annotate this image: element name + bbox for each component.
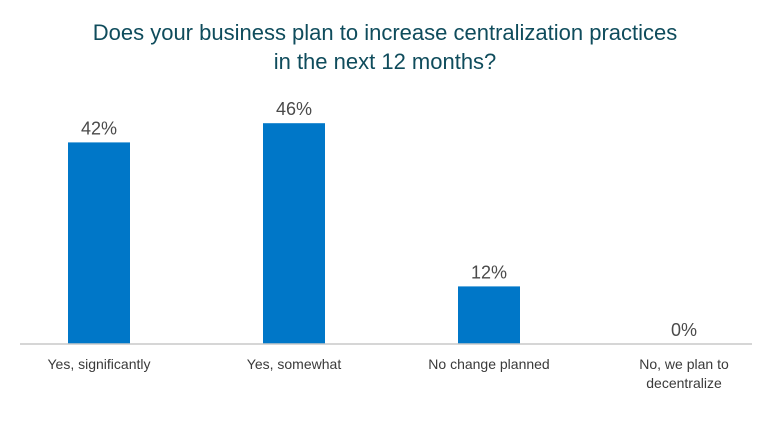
bar-0	[68, 142, 130, 344]
category-label-3-line-1: decentralize	[646, 375, 722, 391]
chart-title-line-1: Does your business plan to increase cent…	[92, 20, 678, 45]
bar-value-label-3: 0%	[671, 320, 697, 340]
bar-value-label-0: 42%	[81, 118, 117, 138]
category-labels-layer: Yes, significantly Yes, somewhat No change…	[48, 356, 729, 391]
category-label-1: Yes, somewhat	[247, 356, 342, 372]
category-label-0: Yes, significantly	[48, 356, 151, 372]
category-label-2: No change planned	[428, 356, 549, 372]
bar-1	[263, 123, 325, 344]
chart-title: Does your business plan to increase cent…	[0, 18, 770, 76]
bars-layer: 42% 46% 12% 0%	[68, 99, 697, 344]
bar-value-label-1: 46%	[276, 99, 312, 119]
chart-title-line-2: in the next 12 months?	[273, 49, 497, 74]
bar-2	[458, 286, 520, 344]
bar-value-label-2: 12%	[471, 262, 507, 282]
category-label-3-line-0: No, we plan to	[639, 356, 729, 372]
